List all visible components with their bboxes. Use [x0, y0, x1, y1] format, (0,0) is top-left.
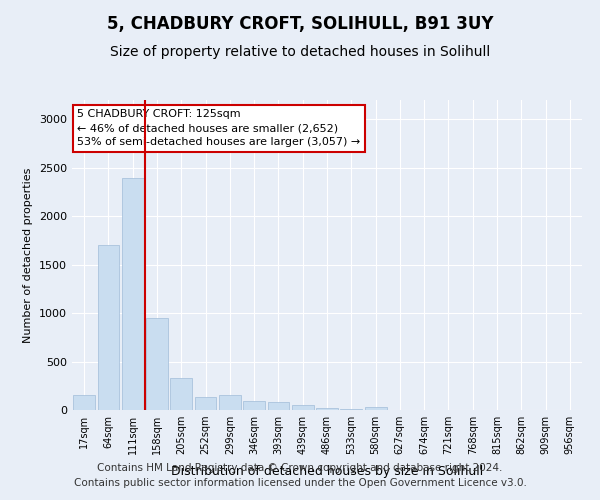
- Bar: [316, 408, 338, 410]
- Bar: [122, 178, 143, 410]
- Bar: [292, 404, 314, 410]
- Bar: [170, 378, 192, 410]
- Text: Size of property relative to detached houses in Solihull: Size of property relative to detached ho…: [110, 45, 490, 59]
- Bar: [219, 396, 241, 410]
- Bar: [146, 318, 168, 410]
- Y-axis label: Number of detached properties: Number of detached properties: [23, 168, 34, 342]
- Text: 5 CHADBURY CROFT: 125sqm
← 46% of detached houses are smaller (2,652)
53% of sem: 5 CHADBURY CROFT: 125sqm ← 46% of detach…: [77, 110, 361, 148]
- Text: 5, CHADBURY CROFT, SOLIHULL, B91 3UY: 5, CHADBURY CROFT, SOLIHULL, B91 3UY: [107, 15, 493, 33]
- Bar: [340, 408, 362, 410]
- X-axis label: Distribution of detached houses by size in Solihull: Distribution of detached houses by size …: [171, 466, 483, 478]
- Bar: [194, 398, 217, 410]
- Bar: [365, 407, 386, 410]
- Bar: [73, 396, 95, 410]
- Bar: [268, 402, 289, 410]
- Text: Contains HM Land Registry data © Crown copyright and database right 2024.
Contai: Contains HM Land Registry data © Crown c…: [74, 462, 526, 487]
- Bar: [97, 246, 119, 410]
- Bar: [243, 402, 265, 410]
